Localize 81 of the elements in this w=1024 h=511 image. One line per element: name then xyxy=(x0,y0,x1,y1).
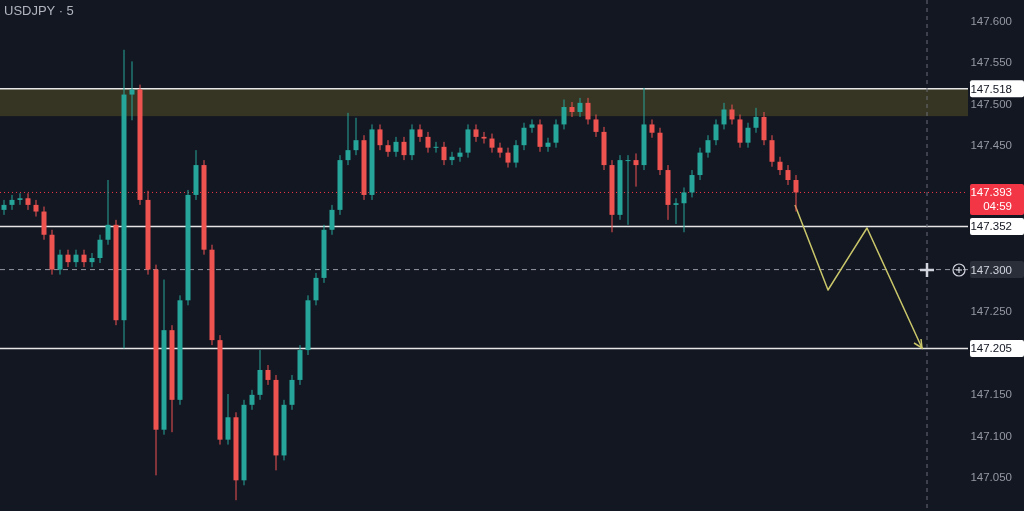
candlestick xyxy=(689,169,695,198)
ref-line-label: 147.393 xyxy=(970,186,1012,199)
candlestick xyxy=(97,234,103,264)
candlestick xyxy=(497,142,503,159)
candlestick xyxy=(81,249,87,268)
candlestick xyxy=(457,147,463,163)
candlestick xyxy=(225,393,231,446)
candlestick xyxy=(33,199,39,218)
candlestick xyxy=(761,111,767,146)
candlestick xyxy=(89,252,95,268)
y-tick-label: 147.050 xyxy=(970,471,1012,484)
candlestick xyxy=(57,249,63,276)
candlestick xyxy=(65,249,71,268)
candlestick xyxy=(1,199,7,216)
ref-line-label: 147.300 xyxy=(970,263,1012,276)
candlestick xyxy=(9,194,15,211)
candlestick xyxy=(625,154,631,226)
candlestick xyxy=(713,118,719,146)
candlestick xyxy=(729,104,735,125)
candlestick xyxy=(705,134,711,159)
candlestick xyxy=(329,204,335,236)
ref-line-label: 147.205 xyxy=(970,342,1012,355)
chart-title: USDJPY · 5 xyxy=(4,3,74,18)
candlestick xyxy=(25,192,31,211)
candlestick xyxy=(353,117,359,156)
candlestick xyxy=(313,272,319,306)
candlestick xyxy=(633,152,639,188)
candlestick xyxy=(265,364,271,386)
ref-line-label: 147.352 xyxy=(970,220,1012,233)
candlestick xyxy=(553,118,559,149)
candlestick xyxy=(793,174,799,213)
candlestick xyxy=(513,139,519,169)
candlestick xyxy=(481,131,487,145)
candlestick xyxy=(505,147,511,169)
candlestick xyxy=(17,192,23,206)
text: 04:59 xyxy=(983,200,1012,213)
candlestick xyxy=(737,113,743,149)
candlestick xyxy=(681,186,687,233)
candlestick xyxy=(569,101,575,118)
candlestick xyxy=(401,136,407,161)
candlestick xyxy=(521,122,527,151)
candlestick xyxy=(785,164,791,186)
candlestick xyxy=(545,137,551,153)
y-tick-label: 147.550 xyxy=(970,56,1012,69)
candlestick xyxy=(745,122,751,149)
y-tick-label: 147.500 xyxy=(970,97,1012,110)
candlestick xyxy=(417,123,423,143)
candlestick xyxy=(561,99,567,130)
candlestick xyxy=(249,389,255,411)
candlestick xyxy=(537,118,543,153)
y-tick-label: 147.450 xyxy=(970,139,1012,152)
candlestick xyxy=(753,107,759,134)
candlestick xyxy=(769,134,775,168)
candlestick xyxy=(577,97,583,118)
y-tick-label: 147.250 xyxy=(970,305,1012,318)
candlestick xyxy=(393,136,399,158)
candlestick xyxy=(105,179,111,246)
candlestick xyxy=(529,118,535,134)
candlestick xyxy=(465,123,471,159)
candlestick xyxy=(721,102,727,130)
y-tick-label: 147.100 xyxy=(970,429,1012,442)
candlestick xyxy=(425,131,431,154)
candlestick xyxy=(777,156,783,176)
candlestick xyxy=(345,112,351,166)
ref-line-label: 147.518 xyxy=(970,82,1012,95)
candlestick xyxy=(489,133,495,154)
candlestick xyxy=(73,249,79,268)
y-tick-label: 147.150 xyxy=(970,388,1012,401)
candlestick xyxy=(385,139,391,158)
candlestick xyxy=(649,118,655,139)
candlestick xyxy=(673,197,679,225)
candlestick xyxy=(377,123,383,151)
y-tick-label: 147.600 xyxy=(970,14,1012,27)
candlestick xyxy=(473,123,479,143)
candlestick xyxy=(433,141,439,154)
candlestick xyxy=(41,206,47,241)
candlestick xyxy=(441,141,447,166)
candlestick xyxy=(585,97,591,125)
candlestick xyxy=(593,113,599,138)
candlestick xyxy=(697,147,703,181)
candlestick xyxy=(129,60,135,121)
